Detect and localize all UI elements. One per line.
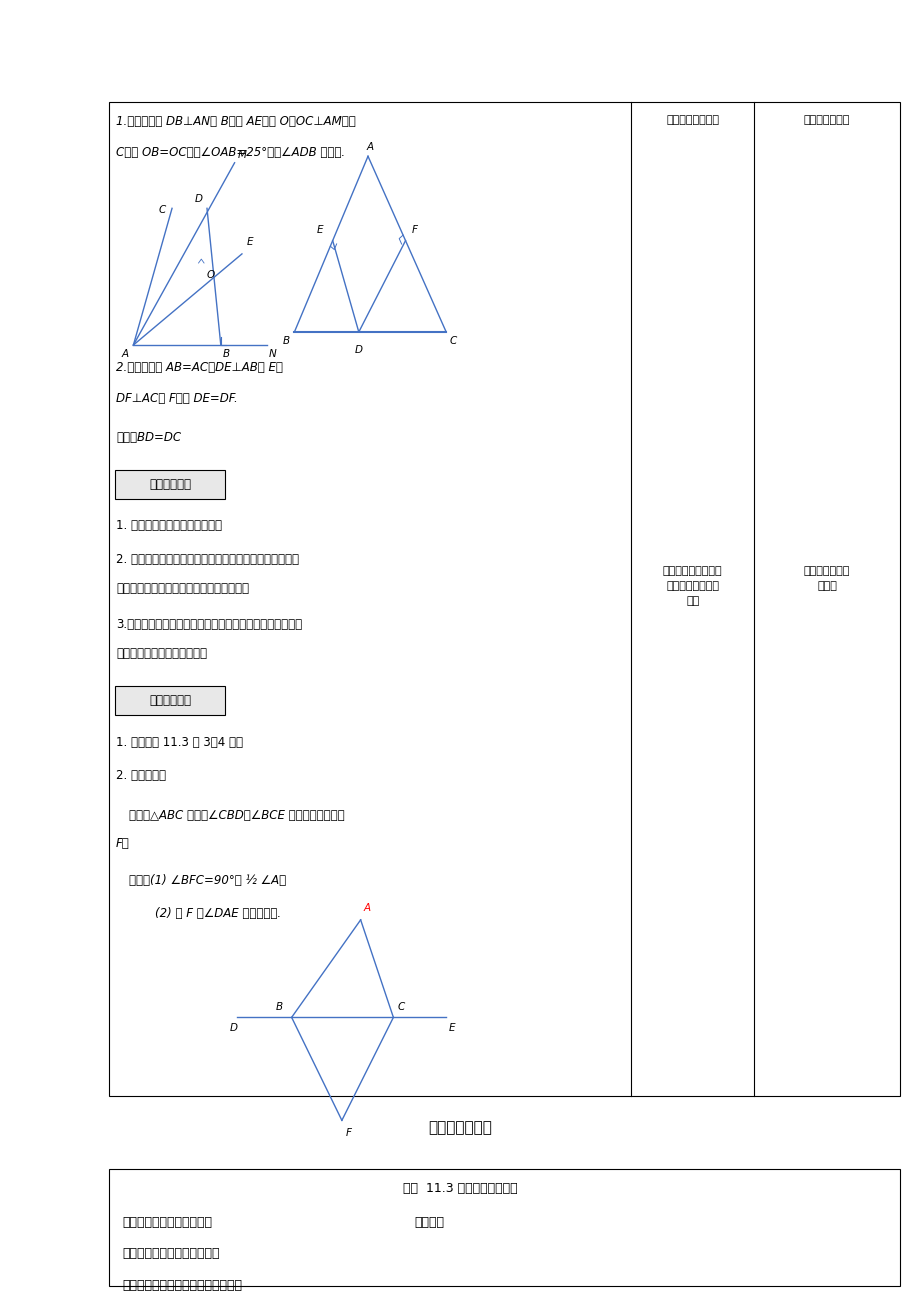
Text: F: F	[346, 1129, 351, 1138]
Text: D: D	[194, 194, 202, 204]
Text: 求证：BD=DC: 求证：BD=DC	[116, 431, 181, 444]
Text: 三、角的平分线的判定定理的作用：: 三、角的平分线的判定定理的作用：	[122, 1279, 242, 1292]
Text: B: B	[282, 336, 289, 346]
Text: B: B	[222, 349, 230, 359]
Text: 一、证明几何命题的步骤：: 一、证明几何命题的步骤：	[122, 1216, 212, 1229]
Text: 课题  11.3 角的平分线的判定: 课题 11.3 角的平分线的判定	[403, 1182, 516, 1195]
Text: 2.如图，已知 AB=AC，DE⊥AB于 E，: 2.如图，已知 AB=AC，DE⊥AB于 E，	[116, 361, 282, 374]
Text: M: M	[237, 150, 246, 160]
Text: 求证：(1) ∠BFC=90°－ ½ ∠A；: 求证：(1) ∠BFC=90°－ ½ ∠A；	[129, 874, 286, 887]
Text: F。: F。	[116, 837, 130, 850]
Text: A: A	[363, 904, 370, 914]
Text: 如图，△ABC 的外角∠CBD、∠BCE 的平分线相交于点: 如图，△ABC 的外角∠CBD、∠BCE 的平分线相交于点	[129, 809, 344, 822]
Text: 五、作业设计: 五、作业设计	[149, 694, 191, 707]
Text: (2) 点 F 在∠DAE 的平分线上.: (2) 点 F 在∠DAE 的平分线上.	[154, 907, 280, 921]
Text: DF⊥AC于 F，且 DE=DF.: DF⊥AC于 F，且 DE=DF.	[116, 392, 237, 405]
Text: D: D	[355, 345, 362, 355]
Text: 板　书　设　计: 板 书 设 计	[427, 1120, 492, 1135]
Text: D: D	[230, 1022, 238, 1032]
Text: N: N	[268, 349, 276, 359]
Text: E: E	[317, 225, 323, 236]
Text: 1. 角平分线判定定理及期作用；: 1. 角平分线判定定理及期作用；	[116, 519, 221, 533]
Text: C: C	[449, 336, 457, 346]
Text: 线判定定理解题。: 线判定定理解题。	[665, 115, 719, 125]
Text: B: B	[275, 1003, 282, 1012]
Text: 2. 补充作业：: 2. 补充作业：	[116, 769, 165, 783]
Text: 1.如图，已知 DB⊥AN于 B，交 AE于点 O，OC⊥AM于点: 1.如图，已知 DB⊥AN于 B，交 AE于点 O，OC⊥AM于点	[116, 115, 356, 128]
Text: E: E	[246, 237, 253, 247]
Text: C: C	[398, 1003, 404, 1012]
Text: 相等得出，可直接运用角平分线判定定理。: 相等得出，可直接运用角平分线判定定理。	[116, 582, 249, 595]
Text: 二、角的平分线的判定定理：: 二、角的平分线的判定定理：	[122, 1247, 220, 1260]
Text: 例题分析: 例题分析	[414, 1216, 444, 1229]
Bar	[108, 1169, 899, 1286]
Text: 及时小结形成知
识块。: 及时小结形成知 识块。	[803, 566, 849, 591]
Bar	[115, 470, 225, 499]
Text: F: F	[412, 225, 417, 236]
Text: 学生总结所学知识，
谈谈判定定理的用
途。: 学生总结所学知识， 谈谈判定定理的用 途。	[663, 566, 721, 605]
Text: C，且 OB=OC，若∠OAB=25°，求∠ADB 的度数.: C，且 OB=OC，若∠OAB=25°，求∠ADB 的度数.	[116, 146, 345, 159]
Bar	[108, 102, 899, 1096]
Bar	[115, 686, 225, 715]
Text: C: C	[158, 204, 165, 215]
Text: 2. 在已知一定条件下，证角平分线不再用三角形全等后角: 2. 在已知一定条件下，证角平分线不再用三角形全等后角	[116, 553, 299, 566]
Text: 巩固本节所学。: 巩固本节所学。	[803, 115, 849, 125]
Text: 四、小结归纳: 四、小结归纳	[149, 478, 191, 491]
Text: E: E	[448, 1022, 455, 1032]
Text: 的点是三条角平分线的交点。: 的点是三条角平分线的交点。	[116, 647, 207, 660]
Text: A: A	[366, 142, 373, 152]
Text: 1. 教材习题 11.3 第 3、4 题；: 1. 教材习题 11.3 第 3、4 题；	[116, 736, 243, 749]
Text: A: A	[121, 349, 129, 359]
Text: 3.三角形三个内角平分线交于一点，到三角形三边距离相等: 3.三角形三个内角平分线交于一点，到三角形三边距离相等	[116, 618, 301, 631]
Text: O: O	[206, 270, 214, 280]
